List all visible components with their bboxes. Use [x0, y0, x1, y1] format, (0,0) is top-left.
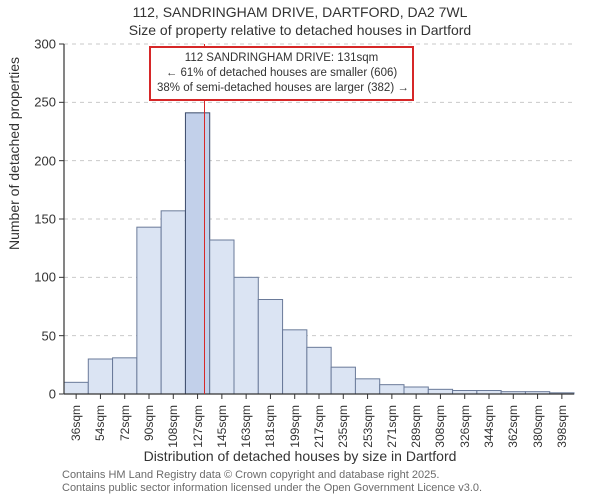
property-size-histogram: 112, SANDRINGHAM DRIVE, DARTFORD, DA2 7W…: [0, 0, 600, 500]
histogram-bar: [64, 382, 88, 394]
x-tick-label: 36sqm: [69, 405, 83, 441]
histogram-bar: [355, 379, 379, 394]
y-tick-label: 0: [0, 387, 56, 402]
footer-line1: Contains HM Land Registry data © Crown c…: [62, 469, 482, 483]
y-tick-label: 300: [0, 37, 56, 52]
histogram-bar: [331, 367, 355, 394]
y-tick-label: 200: [0, 153, 56, 168]
histogram-bar: [380, 385, 404, 394]
x-tick-label: 362sqm: [506, 405, 520, 448]
histogram-bar: [161, 211, 185, 394]
x-tick-label: 199sqm: [288, 405, 302, 448]
x-tick-label: 380sqm: [531, 405, 545, 448]
y-axis-ticks: 050100150200250300: [0, 44, 60, 394]
x-tick-label: 163sqm: [239, 405, 253, 448]
histogram-bar: [210, 240, 234, 394]
x-tick-label: 181sqm: [263, 405, 277, 448]
x-tick-label: 54sqm: [93, 405, 107, 441]
footer-line2: Contains public sector information licen…: [62, 482, 482, 496]
x-tick-label: 344sqm: [482, 405, 496, 448]
y-tick-label: 100: [0, 270, 56, 285]
histogram-bar: [234, 277, 258, 394]
annotation-line3: 38% of semi-detached houses are larger (…: [157, 81, 406, 96]
x-tick-label: 308sqm: [433, 405, 447, 448]
x-tick-label: 326sqm: [458, 405, 472, 448]
x-tick-label: 289sqm: [409, 405, 423, 448]
x-tick-label: 235sqm: [336, 405, 350, 448]
x-tick-label: 398sqm: [555, 405, 569, 448]
chart-title-line2: Size of property relative to detached ho…: [0, 22, 600, 40]
annotation-box: 112 SANDRINGHAM DRIVE: 131sqm ← 61% of d…: [149, 46, 414, 101]
x-tick-label: 217sqm: [312, 405, 326, 448]
histogram-bar: [113, 358, 137, 394]
histogram-bar: [137, 227, 161, 394]
histogram-bar: [307, 347, 331, 394]
x-tick-label: 127sqm: [191, 405, 205, 448]
annotation-line2: ← 61% of detached houses are smaller (60…: [157, 66, 406, 81]
histogram-bar: [404, 387, 428, 394]
y-tick-label: 150: [0, 212, 56, 227]
histogram-bar: [258, 300, 282, 395]
x-axis-ticks: 36sqm 54sqm 72sqm 90sqm 108sqm 127sqm 145sqm 16…: [64, 394, 574, 454]
x-tick-label: 271sqm: [385, 405, 399, 448]
histogram-bar: [283, 330, 307, 394]
x-axis-label: Distribution of detached houses by size …: [0, 448, 600, 464]
x-tick-label: 72sqm: [118, 405, 132, 441]
x-tick-label: 253sqm: [361, 405, 375, 448]
histogram-bar: [88, 359, 112, 394]
chart-title-line1: 112, SANDRINGHAM DRIVE, DARTFORD, DA2 7W…: [0, 4, 600, 22]
x-tick-label: 90sqm: [142, 405, 156, 441]
x-tick-label: 145sqm: [215, 405, 229, 448]
x-tick-label: 108sqm: [166, 405, 180, 448]
attribution-footer: Contains HM Land Registry data © Crown c…: [62, 469, 482, 497]
chart-title-block: 112, SANDRINGHAM DRIVE, DARTFORD, DA2 7W…: [0, 4, 600, 39]
y-tick-label: 250: [0, 95, 56, 110]
plot-area: 112 SANDRINGHAM DRIVE: 131sqm ← 61% of d…: [64, 44, 574, 394]
y-tick-label: 50: [0, 328, 56, 343]
histogram-bar: [185, 113, 209, 394]
annotation-line1: 112 SANDRINGHAM DRIVE: 131sqm: [157, 51, 406, 66]
